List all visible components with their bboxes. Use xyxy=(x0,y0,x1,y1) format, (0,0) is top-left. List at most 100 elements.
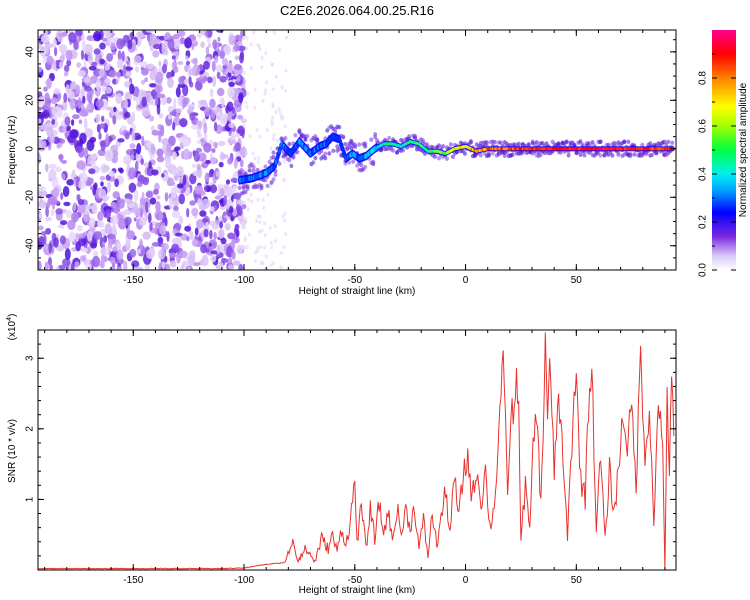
noise-blob xyxy=(272,261,275,266)
noise-blob xyxy=(59,235,66,245)
noise-blob xyxy=(134,266,144,270)
noise-blob xyxy=(100,246,109,257)
noise-blob xyxy=(133,217,137,222)
noise-blob xyxy=(62,258,71,267)
noise-blob xyxy=(278,48,282,53)
noise-blob xyxy=(66,179,75,186)
ridge-halo xyxy=(441,144,445,149)
noise-blob xyxy=(227,264,235,270)
noise-blob xyxy=(128,182,137,193)
noise-blob xyxy=(167,115,172,120)
noise-blob xyxy=(254,250,257,255)
snr-series-line xyxy=(38,332,675,570)
noise-blob xyxy=(221,257,227,263)
ridge-halo xyxy=(413,133,417,139)
noise-blob xyxy=(238,263,244,270)
noise-blob xyxy=(75,232,79,241)
noise-blob xyxy=(233,64,242,71)
noise-blob xyxy=(215,64,223,72)
noise-blob xyxy=(191,124,199,130)
ridge-halo xyxy=(239,167,244,173)
noise-blob xyxy=(179,118,188,128)
noise-blob xyxy=(207,30,213,38)
ridge-halo xyxy=(311,160,316,165)
noise-blob xyxy=(98,132,102,140)
noise-blob xyxy=(87,54,94,65)
noise-blob xyxy=(144,77,148,82)
ridge-halo xyxy=(251,168,256,174)
noise-blob xyxy=(84,43,93,55)
y-tick-label: 3 xyxy=(25,355,36,361)
noise-blob xyxy=(268,184,272,188)
ridge-halo xyxy=(263,178,268,183)
noise-blob xyxy=(203,228,209,238)
noise-blob xyxy=(50,209,55,216)
noise-blob xyxy=(43,102,51,111)
noise-blob xyxy=(178,193,185,205)
ridge-halo xyxy=(444,156,449,161)
noise-blob xyxy=(169,111,177,116)
ridge-halo xyxy=(271,177,276,182)
noise-blob xyxy=(207,43,212,48)
noise-blob xyxy=(247,197,251,202)
noise-blob xyxy=(89,185,94,191)
ridge-halo xyxy=(255,167,260,173)
noise-blob xyxy=(237,114,244,120)
noise-blob xyxy=(196,163,201,171)
noise-blob xyxy=(38,225,44,231)
ridge-halo xyxy=(297,128,302,133)
noise-blob xyxy=(253,105,257,110)
noise-blob xyxy=(206,186,211,192)
noise-blob xyxy=(55,166,62,173)
noise-blob xyxy=(157,236,164,244)
noise-blob xyxy=(75,145,83,153)
x-tick-label: 0 xyxy=(463,575,469,586)
noise-blob xyxy=(38,186,46,192)
noise-blob xyxy=(141,191,145,204)
noise-blob xyxy=(167,38,175,50)
noise-blob xyxy=(258,134,262,139)
noise-blob xyxy=(52,186,60,199)
noise-blob xyxy=(178,215,184,225)
noise-blob xyxy=(274,110,278,115)
noise-blob xyxy=(265,80,269,85)
noise-blob xyxy=(155,222,161,230)
ridge-halo xyxy=(353,142,358,148)
noise-blob xyxy=(80,255,86,262)
noise-blob xyxy=(243,216,247,221)
noise-blob xyxy=(45,43,49,55)
noise-blob xyxy=(191,239,199,247)
noise-blob xyxy=(145,191,153,198)
noise-blob xyxy=(227,139,237,144)
noise-blob xyxy=(158,248,166,260)
noise-blob xyxy=(236,244,243,255)
noise-blob xyxy=(179,37,185,45)
noise-blob xyxy=(38,106,43,111)
noise-blob xyxy=(260,228,264,233)
noise-blob xyxy=(204,172,210,183)
noise-blob xyxy=(124,66,133,71)
ridge-halo xyxy=(347,160,352,165)
noise-blob xyxy=(53,88,61,95)
noise-blob xyxy=(72,202,77,212)
ridge-halo xyxy=(323,156,328,161)
noise-blob xyxy=(192,65,196,76)
noise-blob xyxy=(119,111,123,116)
noise-blob xyxy=(49,264,54,270)
noise-blob xyxy=(154,95,159,106)
noise-blob xyxy=(100,254,105,265)
ridge-halo xyxy=(259,183,264,189)
noise-blob xyxy=(112,191,120,199)
noise-blob xyxy=(126,60,131,67)
y-tick-label: -40 xyxy=(25,238,36,253)
ridge-halo xyxy=(337,147,342,152)
noise-blob xyxy=(76,160,86,170)
noise-blob xyxy=(86,103,92,111)
noise-blob xyxy=(177,83,186,88)
noise-blob xyxy=(136,181,143,188)
noise-blob xyxy=(149,222,153,231)
noise-blob xyxy=(116,38,125,50)
noise-blob xyxy=(133,55,142,63)
noise-blob xyxy=(164,192,169,202)
noise-blob xyxy=(43,86,48,92)
